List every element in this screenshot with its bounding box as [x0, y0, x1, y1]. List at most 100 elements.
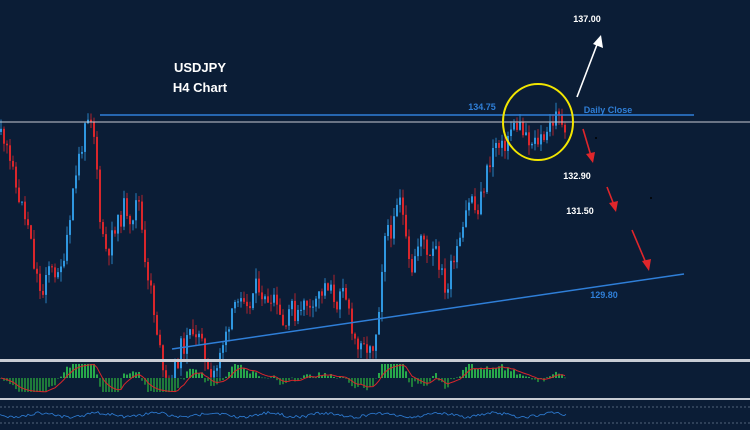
oscillator-bar [60, 376, 62, 378]
oscillator-bar [183, 378, 185, 380]
candle-body [159, 334, 161, 346]
candle-body [348, 299, 350, 309]
oscillator-bar [381, 364, 383, 378]
oscillator-bar [366, 378, 368, 391]
candle-body [27, 219, 29, 226]
candle-body [315, 298, 317, 307]
oscillator-bar [294, 378, 296, 382]
candle-body [267, 296, 269, 303]
oscillator-bar [171, 378, 173, 392]
oscillator-bar [162, 378, 164, 392]
oscillator-bar [312, 377, 314, 379]
oscillator-bar [486, 366, 488, 378]
candle-body [108, 248, 110, 256]
daily-close-label: Daily Close [584, 105, 633, 115]
oscillator-bar [564, 377, 566, 379]
oscillator-bar [168, 378, 170, 392]
candle-body [312, 306, 314, 308]
oscillator-bar [249, 373, 251, 378]
oscillator-bar [48, 378, 50, 387]
candle-body [69, 220, 71, 235]
oscillator-bar [117, 378, 119, 392]
candle-body [429, 254, 431, 256]
candle-body [198, 333, 200, 338]
candle-body [402, 197, 404, 215]
candle-body [258, 278, 260, 293]
candle-body [87, 119, 89, 124]
oscillator-bar [510, 371, 512, 378]
candle-body [264, 296, 266, 300]
oscillator-bar [498, 366, 500, 378]
candle-body [210, 369, 212, 378]
candle-body [105, 234, 107, 249]
candle-body [504, 140, 506, 151]
down-arrow-1 [582, 128, 595, 163]
candle-body [90, 119, 92, 123]
candle-body [249, 306, 251, 309]
candle-body [18, 187, 20, 203]
oscillator-bar [96, 374, 98, 378]
candle-body [363, 343, 365, 345]
candle-body [207, 361, 209, 370]
oscillator-bar [147, 378, 149, 392]
candle-body [357, 338, 359, 350]
oscillator-bar [42, 378, 44, 392]
candle-body [15, 166, 17, 188]
oscillator-signal-line [0, 363, 566, 393]
oscillator-bar [444, 378, 446, 389]
oscillator-bar [528, 376, 530, 378]
oscillator-bar [513, 369, 515, 378]
candle-body [138, 200, 140, 202]
support-trendline [171, 273, 685, 350]
candle-body [12, 160, 14, 167]
oscillator-bar [507, 367, 509, 378]
candle-body [516, 122, 518, 130]
candle-body [117, 214, 119, 234]
oscillator-bar [225, 376, 227, 378]
candle-body [411, 259, 413, 273]
oscillator-bar [435, 373, 437, 378]
candle-body [213, 370, 215, 378]
candle-body [489, 165, 491, 168]
oscillator-bar [159, 378, 161, 392]
oscillator-bar [315, 377, 317, 379]
candle-body [369, 346, 371, 353]
candle-body [294, 300, 296, 322]
candle-body [477, 210, 479, 215]
candle-body [240, 298, 242, 302]
marker-dot [595, 137, 597, 139]
candle-body [510, 129, 512, 137]
oscillator-bar [165, 378, 167, 392]
oscillator-bar [120, 378, 122, 389]
oscillator-bar [303, 375, 305, 378]
oscillator-bar [432, 376, 434, 378]
candle-body [519, 121, 521, 130]
oscillator-bar [21, 378, 23, 392]
candle-body [78, 153, 80, 176]
candle-body [372, 346, 374, 351]
oscillator-bar [396, 364, 398, 378]
candle-body [180, 338, 182, 369]
candle-body [66, 234, 68, 261]
candle-body [252, 293, 254, 309]
oscillator-bar [18, 378, 20, 392]
oscillator-bar [186, 371, 188, 378]
oscillator-bar [207, 378, 209, 381]
oscillator-bar [387, 364, 389, 378]
candle-body [291, 300, 293, 310]
oscillator-bar [219, 378, 221, 381]
candle-body [276, 294, 278, 305]
candle-body [84, 123, 86, 152]
oscillator-bar [504, 370, 506, 378]
oscillator-bar [534, 378, 536, 380]
oscillator-bar [39, 378, 41, 392]
candle-body [132, 220, 134, 225]
oscillator-bar [99, 378, 101, 387]
candle-body [255, 278, 257, 294]
candle-body [303, 300, 305, 310]
down-arrow-3 [631, 229, 651, 271]
candle-body [321, 291, 323, 296]
oscillator-bar [15, 378, 17, 390]
oscillator-bar [405, 371, 407, 378]
